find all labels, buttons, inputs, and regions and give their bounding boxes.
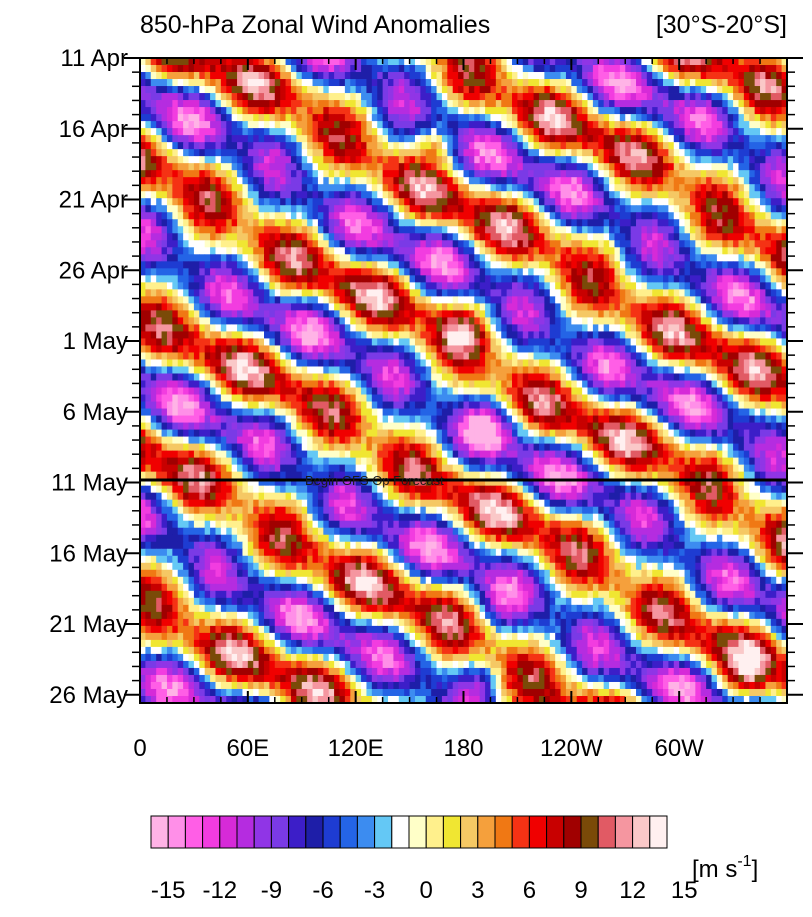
unit-close: ] — [752, 856, 759, 883]
colorbar-tick-label-2: -9 — [261, 877, 282, 904]
colorbar-swatch-7 — [270, 815, 290, 849]
colorbar-swatch-28 — [632, 815, 651, 849]
colorbar-swatch-27 — [614, 815, 634, 849]
y-tick-label-7: 16 May — [49, 540, 128, 567]
x-tick-label-1: 60E — [226, 735, 269, 762]
colorbar-swatch-20 — [494, 815, 513, 849]
unit-exponent: -1 — [737, 853, 751, 870]
colorbar-swatch-9 — [305, 815, 324, 849]
forecast-annotation: Begin GFS Op Forecast — [305, 473, 444, 488]
colorbar-swatch-6 — [253, 815, 272, 849]
colorbar-tick-label-6: 3 — [471, 877, 484, 904]
colorbar-swatch-5 — [236, 815, 255, 849]
colorbar-unit: [m s-1] — [692, 853, 758, 883]
x-tick-label-4: 120W — [540, 735, 603, 762]
colorbar-swatch-0 — [150, 815, 169, 849]
chart-title: 850-hPa Zonal Wind Anomalies — [140, 11, 490, 39]
colorbar-swatch-15 — [408, 815, 427, 849]
colorbar-swatch-18 — [460, 815, 479, 849]
x-tick-label-2: 120E — [328, 735, 384, 762]
x-tick-label-0: 0 — [133, 735, 146, 762]
x-tick-label-3: 180 — [443, 735, 483, 762]
colorbar-swatch-14 — [391, 815, 410, 849]
colorbar-tick-label-9: 12 — [619, 877, 646, 904]
colorbar-swatch-19 — [477, 815, 496, 849]
colorbar-tick-label-10: 15 — [671, 877, 698, 904]
y-tick-label-9: 26 May — [49, 682, 128, 709]
colorbar-swatch-22 — [528, 815, 548, 849]
y-tick-label-2: 21 Apr — [59, 187, 128, 214]
colorbar-swatch-17 — [442, 815, 462, 849]
wind-anomaly-field — [140, 58, 787, 703]
y-tick-label-5: 6 May — [63, 399, 128, 426]
colorbar-swatch-25 — [580, 815, 599, 849]
y-tick-label-3: 26 Apr — [59, 257, 128, 284]
colorbar-swatch-10 — [322, 815, 341, 849]
region-label: [30°S-20°S] — [656, 11, 787, 39]
colorbar-swatch-1 — [167, 815, 186, 849]
x-axis: 0 60E 120E 180 120W 60W — [133, 58, 761, 762]
colorbar-swatch-3 — [202, 815, 221, 849]
colorbar-tick-label-4: -3 — [364, 877, 385, 904]
colorbar-swatch-12 — [356, 815, 376, 849]
colorbar-tick-label-3: -6 — [312, 877, 333, 904]
colorbar-tick-label-1: -12 — [202, 877, 237, 904]
colorbar-swatch-23 — [546, 815, 565, 849]
colorbar-swatch-2 — [184, 815, 204, 849]
y-tick-label-6: 11 May — [51, 470, 128, 497]
colorbar-swatch-26 — [597, 815, 616, 849]
y-tick-label-1: 16 Apr — [59, 116, 128, 143]
colorbar-tick-label-5: 0 — [420, 877, 433, 904]
colorbar-tick-label-8: 9 — [574, 877, 587, 904]
colorbar-swatch-24 — [563, 815, 582, 849]
colorbar-swatch-11 — [339, 815, 358, 849]
colorbar-tick-label-7: 6 — [523, 877, 536, 904]
y-axis: 11 Apr 16 Apr 21 Apr 26 Apr 1 May 6 May 11 May… — [49, 45, 803, 709]
unit-base: [m s — [692, 856, 737, 883]
x-tick-label-5: 60W — [654, 735, 704, 762]
colorbar-swatch-29 — [649, 815, 668, 849]
colorbar: -15 -12 -9 -6 -3 0 3 6 9 12 15 — [150, 815, 698, 904]
y-tick-label-8: 21 May — [49, 611, 128, 638]
colorbar-swatch-8 — [288, 815, 307, 849]
colorbar-swatch-4 — [219, 815, 238, 849]
y-tick-label-0: 11 Apr — [60, 45, 128, 72]
colorbar-swatch-21 — [511, 815, 530, 849]
y-tick-label-4: 1 May — [63, 328, 128, 355]
colorbar-swatch-13 — [374, 815, 393, 849]
colorbar-swatch-16 — [425, 815, 444, 849]
colorbar-tick-label-0: -15 — [151, 877, 186, 904]
